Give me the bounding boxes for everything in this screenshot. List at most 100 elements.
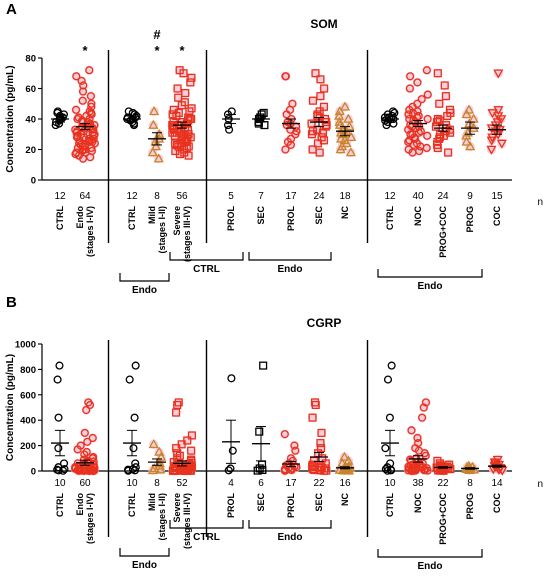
n-count: 8 xyxy=(154,478,160,489)
group-5: 5 PROL xyxy=(222,107,240,232)
data-point xyxy=(258,465,267,475)
category-label: PROL xyxy=(286,206,296,232)
data-point xyxy=(256,113,265,122)
data-point xyxy=(154,446,165,456)
data-point xyxy=(181,89,190,98)
data-point xyxy=(58,113,67,122)
data-point xyxy=(308,413,317,422)
data-point xyxy=(313,139,323,148)
data-point xyxy=(174,398,183,407)
data-point xyxy=(85,66,94,75)
bracket-label: Endo xyxy=(418,561,443,572)
data-point xyxy=(319,102,329,111)
n-count: 17 xyxy=(285,191,297,202)
data-point xyxy=(291,130,300,139)
group-4: * 56 Severe(stages III-IV) xyxy=(167,43,197,262)
data-point xyxy=(169,458,178,467)
panel-letter: B xyxy=(6,294,17,311)
data-point xyxy=(388,107,398,116)
data-point xyxy=(286,140,295,149)
data-point xyxy=(78,96,87,105)
data-point xyxy=(59,459,69,468)
data-point xyxy=(311,69,320,78)
group-bracket: CTRL xyxy=(169,252,244,275)
point-halo xyxy=(441,91,451,101)
y-axis-label: Concentration (pg/mL) xyxy=(5,354,16,461)
group-11: 40 NOC xyxy=(403,65,433,227)
data-point xyxy=(54,413,63,422)
data-point xyxy=(74,466,83,475)
category-label: NC xyxy=(340,493,350,506)
point-halo xyxy=(434,99,444,109)
category-label: SEC xyxy=(314,493,324,512)
group-2: 10 CTRL xyxy=(123,361,141,517)
category-label-line: PROL xyxy=(226,206,236,232)
data-point xyxy=(224,466,233,475)
point-halo xyxy=(319,83,329,94)
group-9: 18 NC xyxy=(333,101,357,219)
category-label: PROL xyxy=(226,493,236,519)
group-3: #* 8 Mild(stages I-II) xyxy=(147,27,167,254)
n-count: 12 xyxy=(54,191,66,202)
data-point xyxy=(407,426,416,435)
data-point xyxy=(150,141,162,151)
panel-title: SOM xyxy=(310,17,337,31)
n-count: 10 xyxy=(384,478,396,489)
group-14: 14 COC xyxy=(488,454,508,514)
category-label-line: CTRL xyxy=(127,206,137,230)
data-point xyxy=(173,449,182,458)
n-count: 17 xyxy=(285,478,297,489)
data-point xyxy=(73,445,82,454)
n-count: 9 xyxy=(467,191,473,202)
category-label-line: PROG xyxy=(465,493,475,520)
category-label-line: NOC xyxy=(413,206,423,227)
data-point xyxy=(290,441,299,450)
group-bracket: Endo xyxy=(119,548,170,571)
data-point xyxy=(174,93,183,102)
data-point xyxy=(148,119,159,129)
n-count: 5 xyxy=(228,191,234,202)
category-label: COC xyxy=(492,493,502,514)
point-halo xyxy=(154,154,164,164)
data-point xyxy=(87,110,96,119)
n-count: 10 xyxy=(54,478,66,489)
category-label-line: Mild xyxy=(147,493,157,511)
point-halo xyxy=(315,91,326,101)
data-point xyxy=(339,451,350,461)
y-tick-label: 80 xyxy=(25,54,36,65)
n-label: n xyxy=(537,479,543,490)
data-point xyxy=(54,444,63,453)
y-tick-label: 0 xyxy=(31,467,36,478)
data-point xyxy=(153,153,164,163)
category-label: CTRL xyxy=(385,493,395,517)
data-point xyxy=(386,466,396,475)
data-point xyxy=(419,403,428,412)
group-12: 22 PROG+COC xyxy=(431,456,455,545)
category-label-line: PROL xyxy=(226,493,236,519)
data-point xyxy=(54,466,63,475)
y-tick-label: 200 xyxy=(20,441,36,452)
n-count: 15 xyxy=(491,191,503,202)
significance-marker: * xyxy=(154,43,160,58)
point-halo xyxy=(186,446,196,456)
group-7: 17 PROL xyxy=(280,71,302,232)
category-label: NOC xyxy=(413,206,423,227)
data-point xyxy=(147,147,158,157)
group-0: 10 CTRL xyxy=(51,361,69,517)
n-count: 4 xyxy=(228,478,234,489)
data-point xyxy=(173,400,182,410)
group-11: 38 NOC xyxy=(403,397,433,513)
data-point xyxy=(461,136,472,146)
panel-a: A SOM 0 20 40 60 80 Concentration (pg/mL) 12 CTRL… xyxy=(5,1,543,296)
data-point xyxy=(417,95,426,104)
data-point xyxy=(316,92,325,101)
y-axis-label: Concentration (pg/mL) xyxy=(5,65,16,172)
data-point xyxy=(346,131,357,142)
category-label-line: (stages I-II) xyxy=(157,206,167,254)
group-14: 15 COC xyxy=(486,68,507,226)
data-point xyxy=(77,76,86,85)
data-point xyxy=(179,69,188,78)
data-point xyxy=(186,78,195,87)
data-point xyxy=(404,110,413,119)
data-point xyxy=(59,466,68,475)
